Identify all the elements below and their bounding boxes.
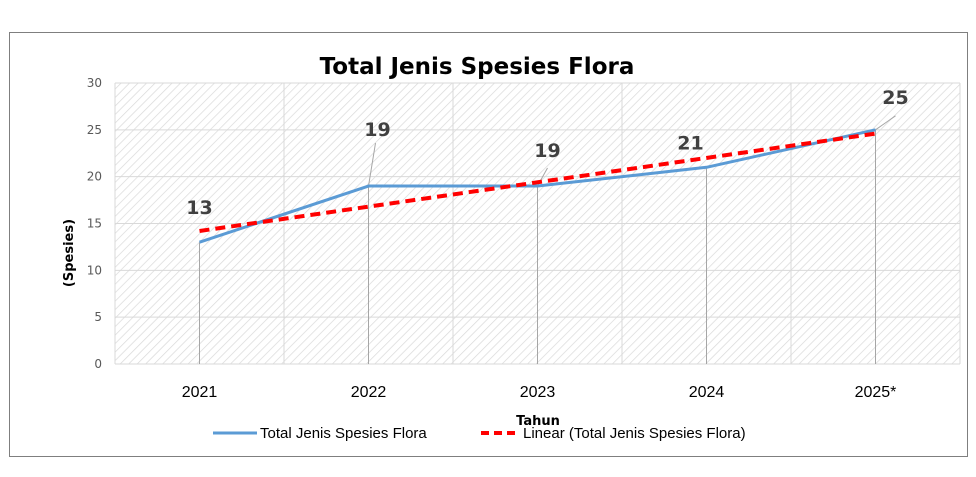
x-tick-label: 2022 (351, 384, 387, 401)
x-tick-label: 2024 (689, 384, 725, 401)
y-tick-label: 0 (94, 357, 102, 371)
x-axis-title: Tahun (516, 414, 560, 429)
leader-line (368, 142, 376, 187)
chart-frame (9, 32, 968, 457)
y-tick-label: 25 (87, 123, 102, 137)
data-labels: 13 19 19 21 25 (186, 87, 908, 219)
data-label: 21 (677, 132, 703, 154)
x-tick-label: 2025* (855, 384, 897, 401)
y-tick-label: 20 (87, 170, 102, 184)
x-axis-ticks: 2021 2022 2023 2024 2025* (182, 384, 897, 401)
x-tick-label: 2023 (520, 384, 556, 401)
y-tick-label: 10 (87, 263, 102, 277)
drop-lines (199, 129, 876, 364)
data-label: 19 (534, 140, 560, 162)
x-tick-label: 2021 (182, 384, 218, 401)
y-axis-title: (Spesies) (62, 219, 77, 287)
chart-title: Total Jenis Spesies Flora (320, 54, 635, 80)
y-tick-label: 5 (94, 310, 102, 324)
data-label: 19 (364, 119, 390, 141)
leader-line (875, 115, 896, 131)
gridlines (114, 82, 961, 365)
y-axis-ticks: 0 5 10 15 20 25 30 (87, 76, 102, 371)
legend-label-series: Total Jenis Spesies Flora (260, 425, 427, 442)
data-label: 25 (882, 87, 908, 109)
legend: Total Jenis Spesies Flora Linear (Total … (213, 425, 746, 442)
data-label: 13 (186, 197, 212, 219)
legend-label-trendline: Linear (Total Jenis Spesies Flora) (523, 425, 746, 442)
trendline-linear (199, 131, 876, 233)
series-lines (199, 128, 876, 244)
y-tick-label: 15 (87, 217, 102, 231)
y-tick-label: 30 (87, 76, 102, 90)
